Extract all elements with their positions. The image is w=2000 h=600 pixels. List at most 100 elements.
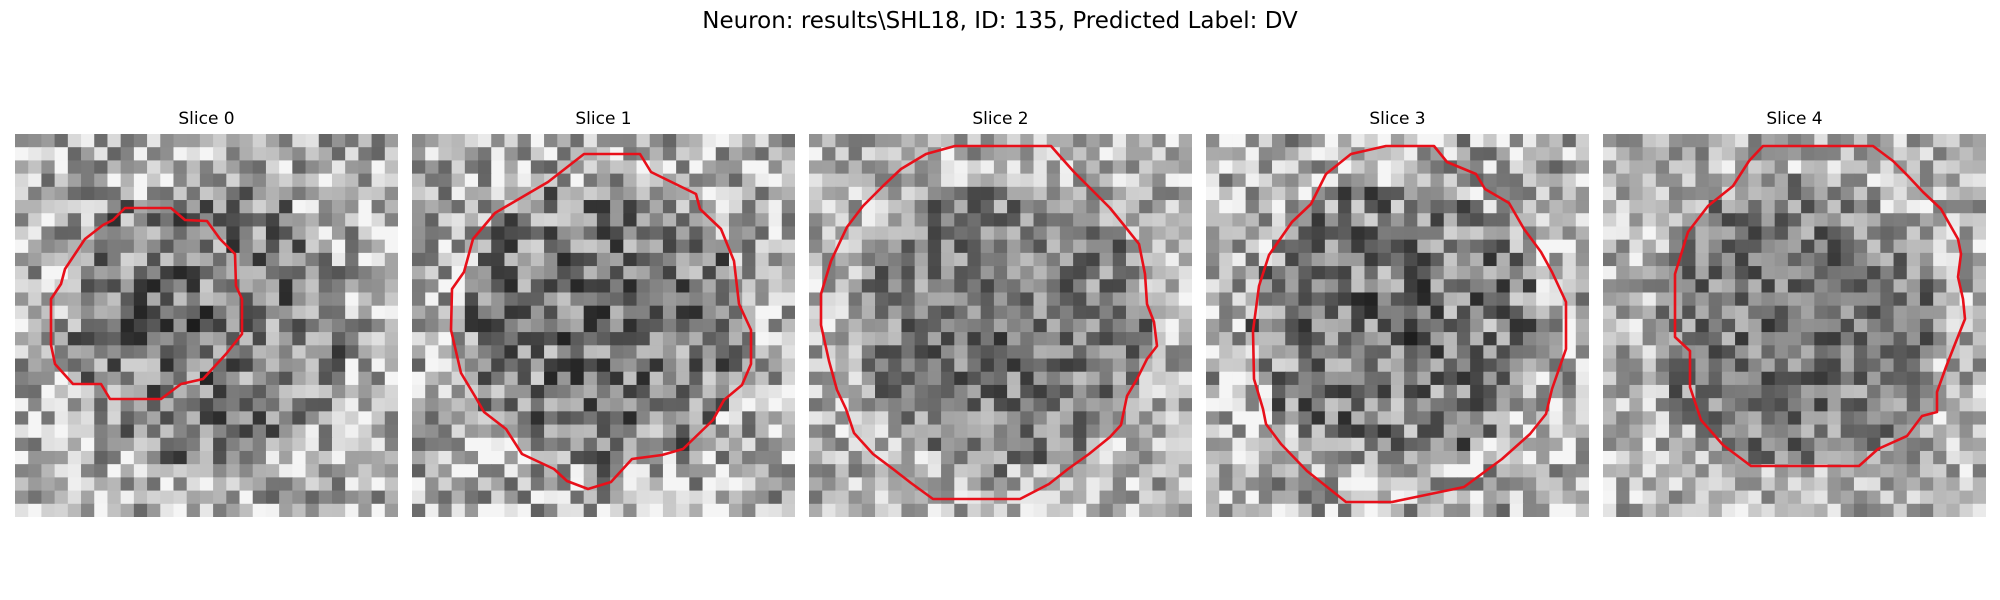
pixel [491,450,506,465]
pixel [1774,424,1789,439]
pixel [186,345,201,360]
pixel [1390,411,1405,426]
pixel [1285,318,1300,333]
pixel [742,411,756,426]
pixel [570,450,585,465]
pixel [835,213,850,228]
pixel [702,398,717,412]
pixel [412,160,426,175]
pixel [1562,160,1577,175]
pixel [1390,266,1405,280]
pixel [425,358,440,373]
pixel [1165,450,1180,465]
pixel [1536,226,1550,241]
pixel [702,358,717,373]
pixel [345,173,359,188]
pixel [822,437,837,452]
pixel [1099,147,1114,162]
pixel [1919,305,1934,320]
pixel [133,490,148,505]
pixel [1245,266,1260,280]
pixel [517,358,532,373]
pixel [199,147,214,162]
pixel [1059,305,1074,320]
pixel [186,332,201,346]
pixel [1059,134,1074,148]
pixel [980,200,995,214]
pixel [742,292,756,307]
pixel [1086,503,1101,517]
pixel [81,503,95,517]
pixel [1655,213,1670,228]
pixel [160,173,175,188]
pixel [318,305,333,320]
pixel [689,226,704,241]
roi-contour [1251,144,1568,504]
pixel [239,239,254,254]
pixel [1059,160,1074,175]
pixel [1245,186,1260,201]
pixel [1827,332,1842,346]
pixel [1708,411,1723,426]
pixel [1814,371,1829,386]
pixel [1139,464,1153,478]
pixel [1125,292,1140,307]
pixel [1152,490,1167,505]
pixel [1219,464,1234,478]
pixel [623,200,638,214]
pixel [1285,147,1300,162]
pixel [941,490,955,505]
pixel [1324,252,1339,267]
pixel [1456,239,1471,254]
pixel [1629,186,1644,201]
pixel [1721,213,1736,228]
pixel [623,173,638,188]
pixel [54,398,69,412]
pixel [371,147,386,162]
pixel [1338,358,1352,373]
pixel [901,239,916,254]
pixel [67,437,82,452]
pixel [941,371,955,386]
pixel [649,358,664,373]
pixel [596,160,611,175]
pixel [491,147,506,162]
pixel [1125,332,1140,346]
pixel [848,384,863,399]
pixel [1258,160,1273,175]
pixel [1073,266,1087,280]
pixel [1708,358,1723,373]
pixel [1616,252,1631,267]
pixel [1787,226,1802,241]
pixel [954,477,969,492]
pixel [41,252,56,267]
pixel [1735,186,1749,201]
pixel [438,134,453,148]
pixel [345,279,359,294]
pixel [1219,411,1234,426]
pixel [94,411,109,426]
pixel [1669,464,1683,478]
pixel [213,477,227,492]
pixel [875,424,889,439]
pixel [1972,147,1986,162]
pixel [1272,160,1286,175]
pixel [901,279,916,294]
pixel [1099,450,1114,465]
pixel [1562,200,1577,214]
pixel [1046,464,1061,478]
pixel [1708,279,1723,294]
pixel [133,147,148,162]
pixel [901,252,916,267]
pixel [1086,213,1101,228]
pixel [1404,147,1418,162]
pixel [1351,292,1366,307]
pixel [1575,424,1589,439]
pixel [1946,134,1961,148]
pixel [1483,490,1498,505]
pixel [1787,450,1802,465]
pixel [384,252,398,267]
pixel [1867,345,1881,360]
pixel [1059,398,1074,412]
pixel [1959,398,1974,412]
